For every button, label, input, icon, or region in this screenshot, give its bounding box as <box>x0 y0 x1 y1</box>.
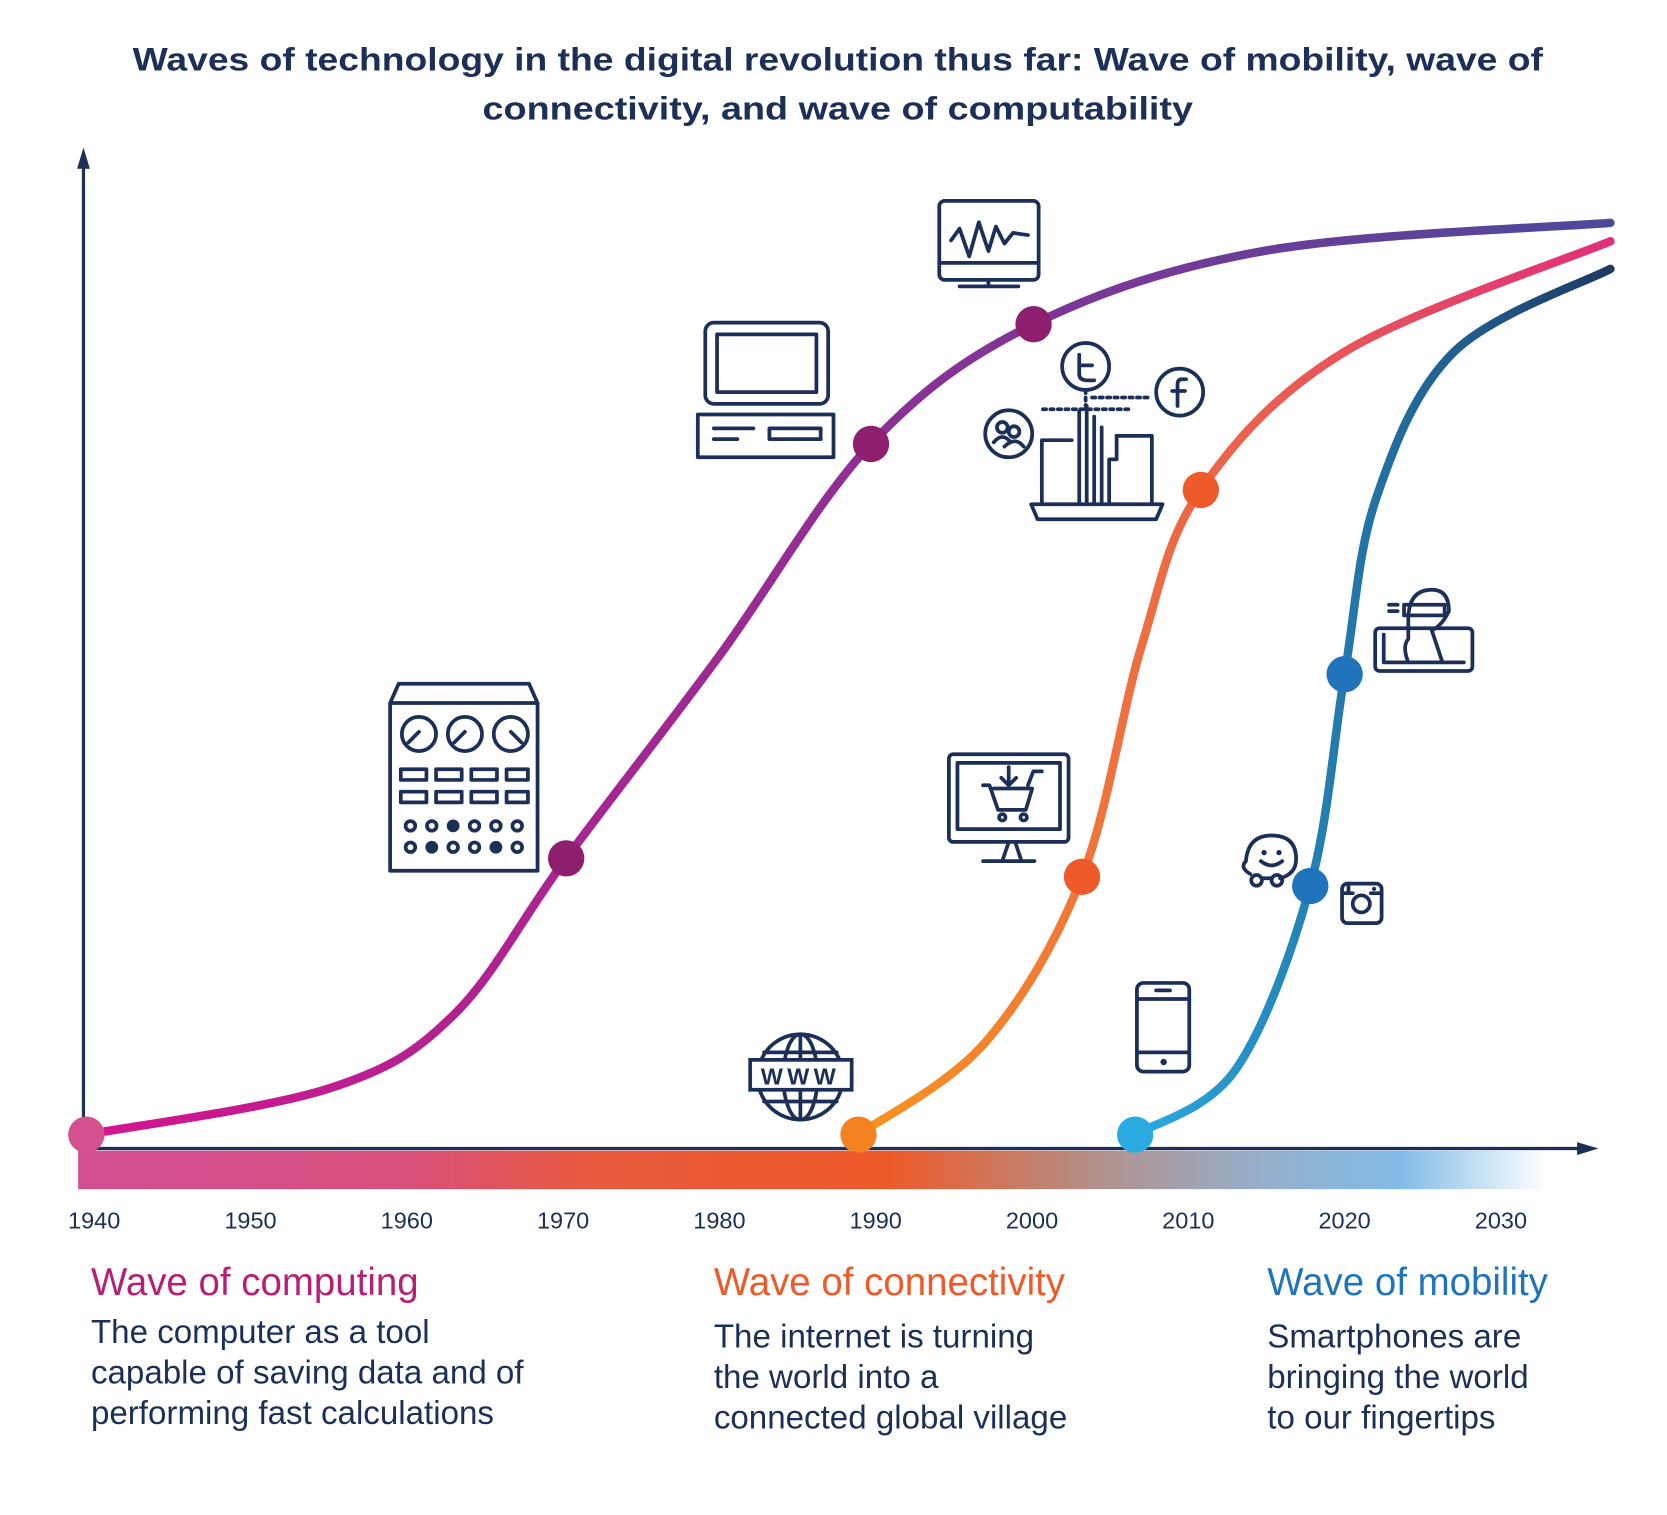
data-point <box>1117 1116 1154 1153</box>
data-point <box>852 425 890 463</box>
data-point <box>1015 306 1052 343</box>
chart-title-line-2: connectivity, and wave of computability <box>483 91 1194 127</box>
twitter-icon <box>1060 341 1112 392</box>
svg-text:WWW: WWW <box>761 1063 840 1089</box>
series-description-line: to our fingertips <box>1267 1399 1495 1436</box>
series-name: Wave of connectivity <box>714 1261 1066 1304</box>
mainframe-icon <box>388 681 540 873</box>
laptop-social-network-icon <box>983 341 1206 522</box>
timeline-gradient-bar <box>78 1150 1548 1190</box>
series-description-line: The internet is turning <box>714 1318 1034 1355</box>
series-description-line: connected global village <box>714 1399 1067 1436</box>
x-tick-label: 1990 <box>850 1208 902 1234</box>
waze-icon <box>1241 833 1298 888</box>
smartphone-icon <box>1135 981 1192 1074</box>
x-tick-label: 1960 <box>381 1208 433 1234</box>
series-name: Wave of mobility <box>1267 1261 1548 1304</box>
data-point <box>1292 867 1329 905</box>
series-line-0 <box>82 218 1615 1139</box>
series-line-1 <box>854 237 1615 1139</box>
data-point <box>840 1116 877 1153</box>
community-icon <box>983 408 1035 460</box>
series-name: Wave of computing <box>91 1261 419 1304</box>
data-point <box>1182 471 1219 509</box>
x-tick-label: 1950 <box>224 1208 276 1234</box>
y-axis-arrow <box>77 147 90 169</box>
personal-computer-icon <box>695 320 836 460</box>
x-tick-label: 2000 <box>1006 1208 1058 1234</box>
x-axis-arrow <box>1577 1142 1599 1155</box>
online-shopping-icon <box>947 752 1071 864</box>
data-point <box>1326 656 1363 693</box>
chart-title-line-1: Waves of technology in the digital revol… <box>133 42 1544 78</box>
x-tick-label: 1940 <box>68 1208 120 1234</box>
instagram-icon <box>1340 881 1384 925</box>
series-description-line: bringing the world <box>1267 1359 1528 1396</box>
data-point <box>1063 858 1101 895</box>
data-point <box>548 840 585 877</box>
x-tick-label: 1980 <box>693 1208 745 1234</box>
www-globe-icon: WWW <box>748 1032 854 1122</box>
series-description-line: performing fast calculations <box>91 1395 494 1432</box>
facebook-icon <box>1154 366 1206 418</box>
x-tick-label: 2030 <box>1475 1208 1527 1234</box>
series-description-line: the world into a <box>714 1359 939 1396</box>
series-line-2 <box>1130 264 1615 1139</box>
x-tick-label: 1970 <box>537 1208 589 1234</box>
monitor-waveform-icon <box>937 198 1041 289</box>
series-description-line: Smartphones are <box>1267 1318 1521 1355</box>
series-description-line: capable of saving data and of <box>91 1355 524 1392</box>
data-point <box>68 1116 105 1153</box>
series-description-line: The computer as a tool <box>91 1314 430 1351</box>
x-tick-label: 2010 <box>1162 1208 1214 1234</box>
x-tick-label: 2020 <box>1318 1208 1370 1234</box>
vr-tablet-icon <box>1373 587 1475 673</box>
